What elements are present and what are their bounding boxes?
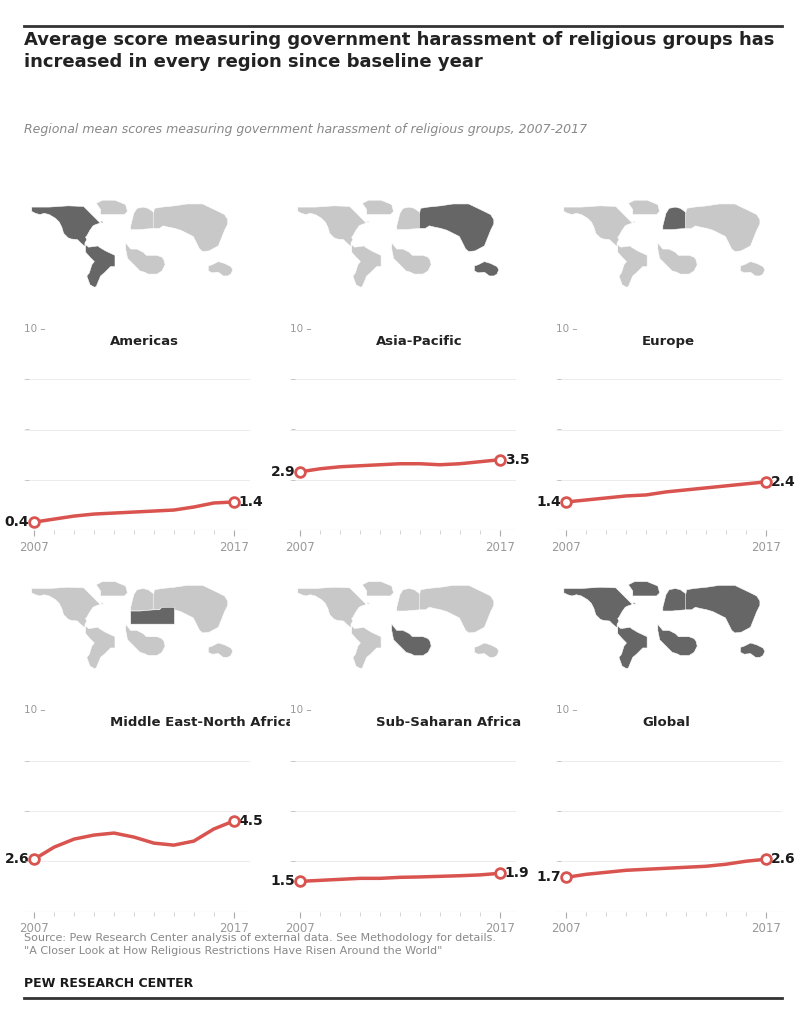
Text: –: – bbox=[24, 374, 29, 384]
Polygon shape bbox=[685, 586, 760, 633]
Polygon shape bbox=[392, 625, 431, 655]
Polygon shape bbox=[741, 261, 765, 276]
Polygon shape bbox=[663, 589, 696, 611]
Text: Regional mean scores measuring government harassment of religious groups, 2007-2: Regional mean scores measuring governmen… bbox=[24, 123, 588, 136]
Text: 1.9: 1.9 bbox=[505, 866, 530, 881]
Polygon shape bbox=[297, 587, 370, 629]
Text: –: – bbox=[24, 475, 29, 484]
Polygon shape bbox=[419, 204, 494, 252]
Polygon shape bbox=[397, 207, 430, 229]
Polygon shape bbox=[153, 204, 228, 252]
Polygon shape bbox=[131, 589, 164, 611]
Polygon shape bbox=[564, 206, 636, 248]
Text: 10 –: 10 – bbox=[24, 324, 46, 334]
Text: 2.9: 2.9 bbox=[271, 465, 295, 479]
Polygon shape bbox=[96, 582, 127, 596]
Polygon shape bbox=[362, 582, 393, 596]
Polygon shape bbox=[297, 206, 370, 248]
Polygon shape bbox=[85, 626, 115, 669]
Polygon shape bbox=[131, 207, 164, 229]
Text: 0.4: 0.4 bbox=[5, 515, 29, 529]
Text: 2.6: 2.6 bbox=[771, 852, 796, 866]
Text: 4.5: 4.5 bbox=[239, 814, 264, 828]
Polygon shape bbox=[564, 587, 636, 629]
Text: 10 –: 10 – bbox=[290, 706, 312, 716]
Polygon shape bbox=[96, 200, 127, 215]
Polygon shape bbox=[617, 626, 647, 669]
Text: 3.5: 3.5 bbox=[505, 453, 530, 467]
Polygon shape bbox=[475, 261, 499, 276]
Text: –: – bbox=[290, 806, 295, 816]
Polygon shape bbox=[131, 607, 175, 625]
Text: 1.4: 1.4 bbox=[537, 495, 561, 509]
Polygon shape bbox=[392, 625, 431, 655]
Text: Europe: Europe bbox=[642, 335, 695, 348]
Text: Americas: Americas bbox=[110, 335, 179, 348]
Polygon shape bbox=[629, 200, 659, 215]
Text: 1.7: 1.7 bbox=[537, 870, 561, 885]
Text: 10 –: 10 – bbox=[556, 324, 578, 334]
Polygon shape bbox=[629, 582, 659, 596]
Text: –: – bbox=[24, 756, 29, 766]
Polygon shape bbox=[685, 204, 760, 252]
Text: Sub-Saharan Africa: Sub-Saharan Africa bbox=[376, 717, 521, 729]
Polygon shape bbox=[126, 625, 165, 655]
Polygon shape bbox=[475, 643, 499, 657]
Text: –: – bbox=[24, 856, 29, 866]
Text: –: – bbox=[556, 425, 561, 434]
Polygon shape bbox=[658, 625, 697, 655]
Polygon shape bbox=[153, 586, 228, 633]
Polygon shape bbox=[617, 245, 647, 288]
Text: –: – bbox=[290, 425, 295, 434]
Polygon shape bbox=[351, 245, 381, 288]
Polygon shape bbox=[741, 643, 765, 657]
Polygon shape bbox=[658, 243, 697, 274]
Text: –: – bbox=[24, 425, 29, 434]
Polygon shape bbox=[85, 245, 115, 288]
Text: 1.5: 1.5 bbox=[271, 874, 295, 889]
Text: 1.4: 1.4 bbox=[239, 495, 264, 509]
Text: –: – bbox=[556, 756, 561, 766]
Text: 2.6: 2.6 bbox=[5, 852, 29, 866]
Polygon shape bbox=[397, 589, 430, 611]
Text: Global: Global bbox=[642, 717, 690, 729]
Text: –: – bbox=[290, 856, 295, 866]
Text: PEW RESEARCH CENTER: PEW RESEARCH CENTER bbox=[24, 977, 193, 990]
Polygon shape bbox=[31, 587, 104, 629]
Text: –: – bbox=[556, 475, 561, 484]
Polygon shape bbox=[351, 626, 381, 669]
Polygon shape bbox=[208, 643, 233, 657]
Polygon shape bbox=[126, 243, 165, 274]
Polygon shape bbox=[31, 206, 104, 248]
Polygon shape bbox=[419, 586, 494, 633]
Polygon shape bbox=[663, 207, 696, 229]
Text: 10 –: 10 – bbox=[556, 706, 578, 716]
Text: Average score measuring government harassment of religious groups has
increased : Average score measuring government haras… bbox=[24, 31, 775, 71]
Text: 10 –: 10 – bbox=[290, 324, 312, 334]
Text: Middle East-North Africa: Middle East-North Africa bbox=[110, 717, 294, 729]
Text: Asia-Pacific: Asia-Pacific bbox=[376, 335, 463, 348]
Polygon shape bbox=[362, 200, 393, 215]
Polygon shape bbox=[208, 261, 233, 276]
Text: –: – bbox=[556, 856, 561, 866]
Text: –: – bbox=[290, 756, 295, 766]
Text: –: – bbox=[556, 806, 561, 816]
Text: –: – bbox=[556, 374, 561, 384]
Polygon shape bbox=[392, 243, 431, 274]
Text: 2.4: 2.4 bbox=[771, 475, 796, 488]
Text: Source: Pew Research Center analysis of external data. See Methodology for detai: Source: Pew Research Center analysis of … bbox=[24, 933, 496, 956]
Text: –: – bbox=[290, 374, 295, 384]
Text: 10 –: 10 – bbox=[24, 706, 46, 716]
Text: –: – bbox=[24, 806, 29, 816]
Text: –: – bbox=[290, 475, 295, 484]
